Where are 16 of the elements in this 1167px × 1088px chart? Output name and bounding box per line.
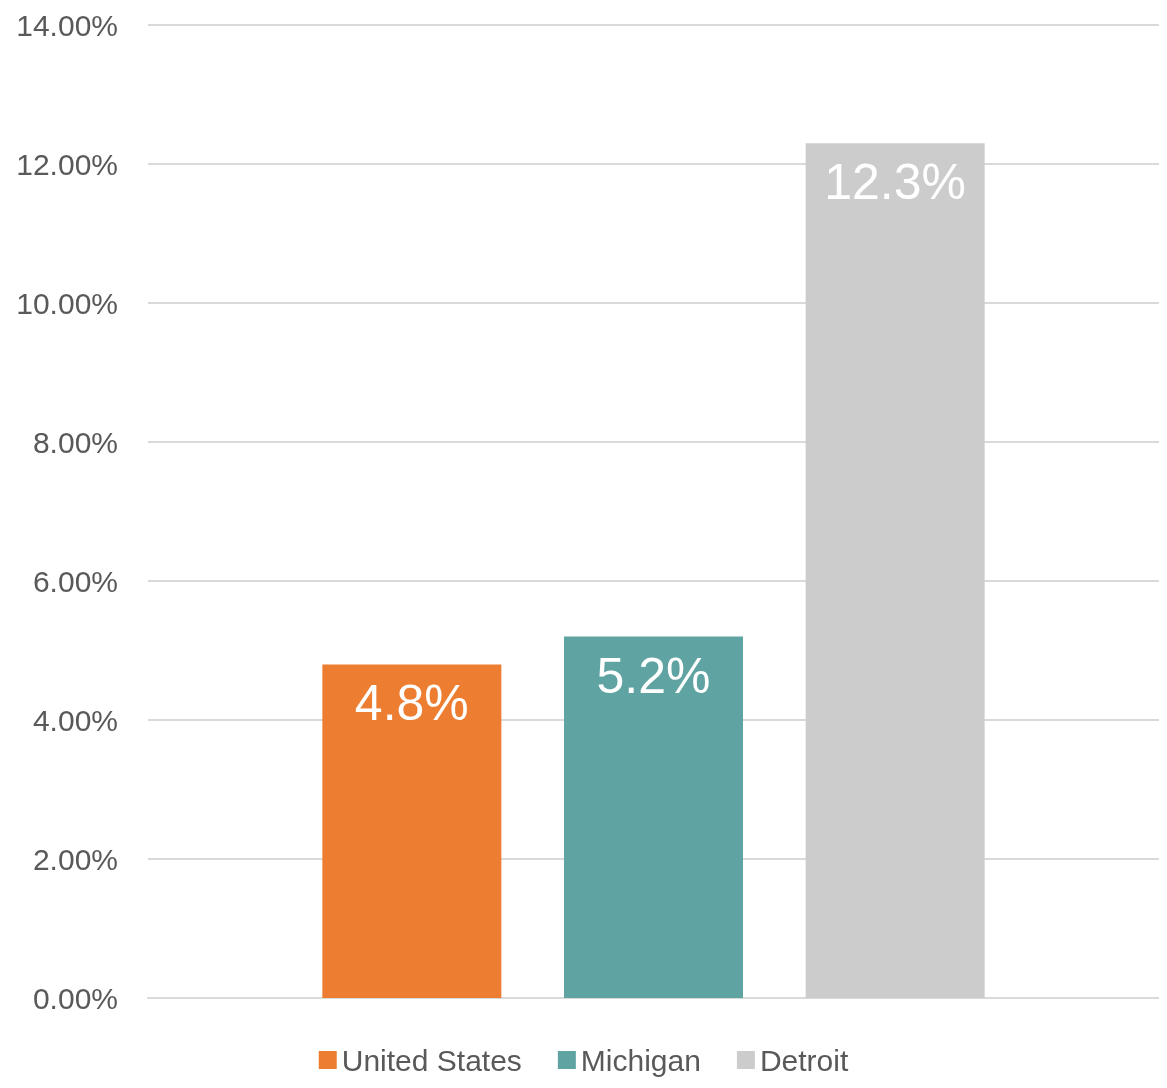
y-tick-label: 14.00% <box>16 8 118 42</box>
y-tick-label: 4.00% <box>32 703 118 737</box>
y-tick-label: 12.00% <box>16 147 118 181</box>
y-tick-label: 0.00% <box>32 981 118 1015</box>
data-label: 5.2% <box>596 647 711 704</box>
data-label: 4.8% <box>354 675 469 732</box>
y-tick-label: 10.00% <box>16 286 118 320</box>
legend-label: United States <box>341 1043 522 1077</box>
legend-label: Detroit <box>759 1043 849 1077</box>
y-tick-label: 2.00% <box>32 842 118 876</box>
bar <box>564 636 743 998</box>
bar <box>805 143 985 998</box>
y-tick-label: 8.00% <box>32 425 118 459</box>
bar <box>322 664 502 998</box>
legend-label: Michigan <box>580 1043 701 1077</box>
y-tick-label: 6.00% <box>32 564 118 598</box>
